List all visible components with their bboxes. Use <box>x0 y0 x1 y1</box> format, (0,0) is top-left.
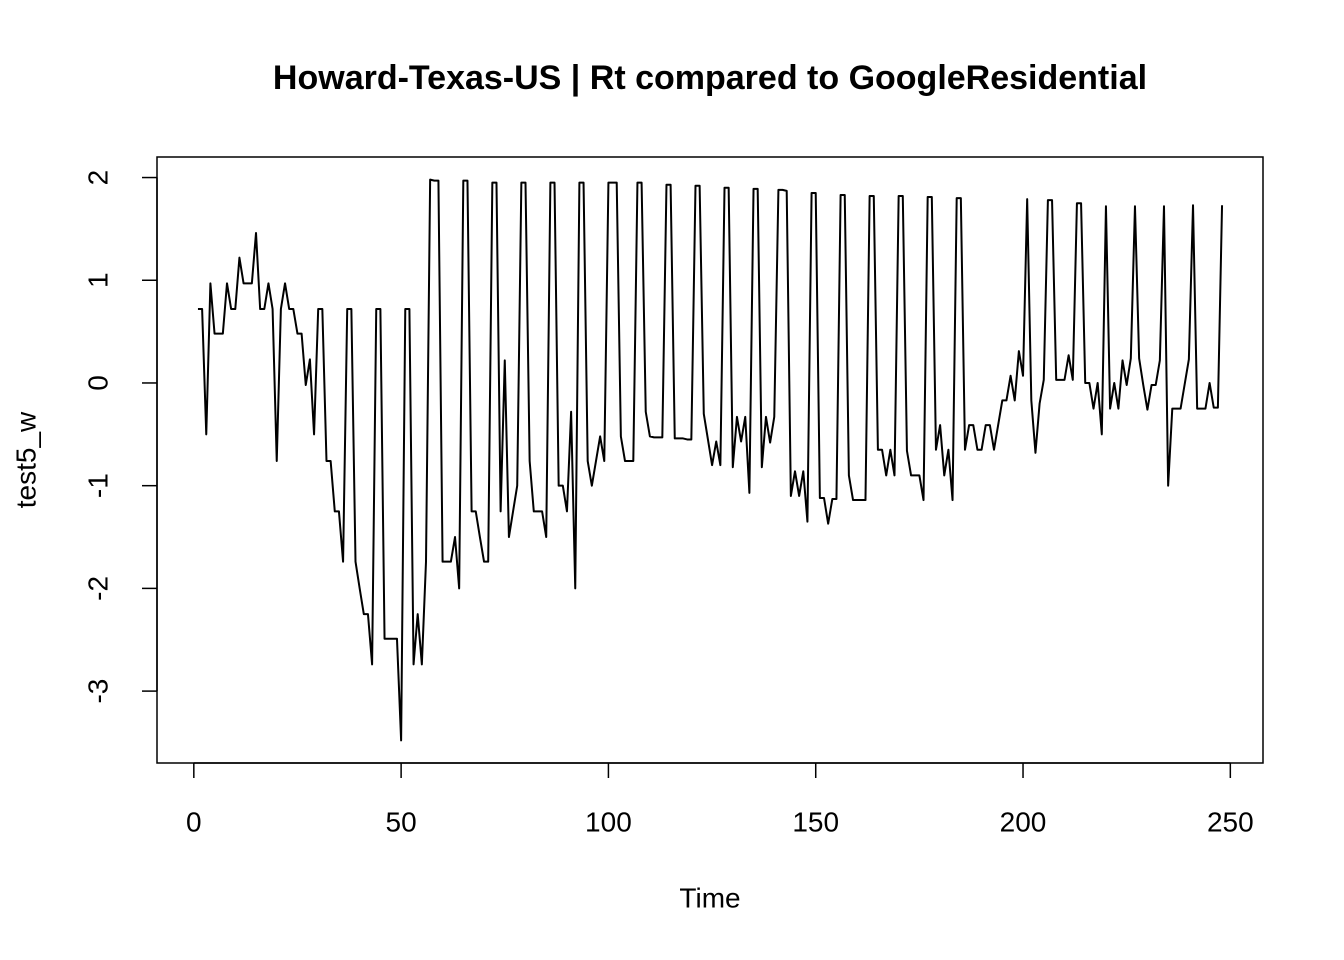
x-axis-label: Time <box>679 882 740 913</box>
y-tick-label: 2 <box>82 170 113 186</box>
x-tick-label: 100 <box>585 806 632 837</box>
x-tick-label: 0 <box>186 806 202 837</box>
plot-frame <box>156 156 1264 764</box>
x-tick-label: 150 <box>792 806 839 837</box>
y-tick-label: -2 <box>82 576 113 601</box>
y-tick-label: -1 <box>82 473 113 498</box>
x-tick-label: 200 <box>1000 806 1047 837</box>
y-tick-label: 0 <box>82 375 113 391</box>
x-tick-label: 250 <box>1207 806 1254 837</box>
y-tick-label: -3 <box>82 679 113 704</box>
y-axis-label: test5_w <box>10 411 41 508</box>
data-line <box>197 178 1224 742</box>
x-tick-label: 50 <box>386 806 417 837</box>
y-tick-label: 1 <box>82 272 113 288</box>
chart-title: Howard-Texas-US | Rt compared to GoogleR… <box>273 59 1147 97</box>
